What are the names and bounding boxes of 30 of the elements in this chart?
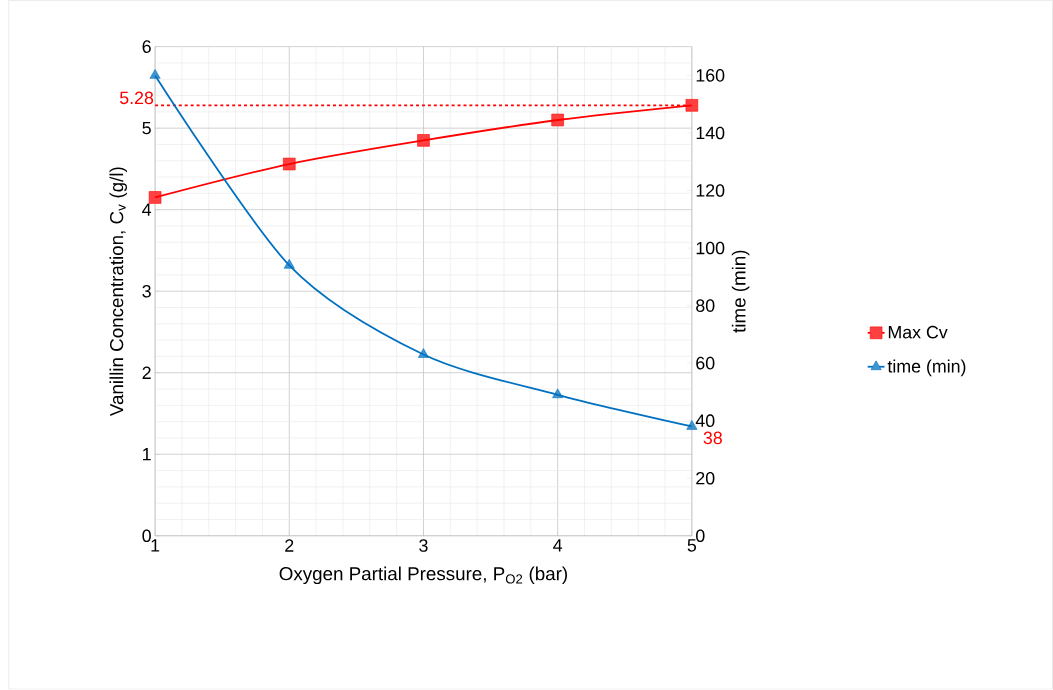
y-tick-label: 5 (142, 122, 151, 135)
x-tick-label: 5 (687, 539, 697, 552)
x-tick-label: 1 (151, 539, 160, 552)
legend-label: time (min) (887, 359, 966, 377)
legend-label: Max Cv (888, 326, 948, 339)
y2-tick-label: 160 (696, 69, 725, 82)
y2-tick-label: 0 (696, 529, 705, 543)
y2-tick-label: 140 (696, 126, 725, 140)
y-tick-label: 0 (142, 529, 151, 543)
x-tick-label: 2 (285, 539, 294, 552)
y2-tick-label: 100 (696, 241, 725, 255)
y-tick-label: 3 (142, 285, 151, 298)
y2-tick-label: 120 (696, 184, 725, 198)
data-label: 38 (703, 431, 722, 445)
x-tick-label: 4 (553, 539, 563, 552)
y2-tick-label: 20 (696, 472, 715, 485)
ref-line-label: 5.28 (119, 91, 154, 105)
point (685, 99, 699, 112)
y-tick-label: 6 (142, 40, 151, 54)
x-tick-label: 3 (419, 539, 428, 553)
y-tick-label: 4 (142, 203, 152, 217)
x-axis-title: Oxygen Partial Pressure, P$_{O2}$ (bar) (279, 566, 567, 585)
y-tick-label: 2 (142, 366, 151, 380)
y-tick-label: 1 (143, 448, 151, 461)
y2-tick-label: 40 (695, 414, 715, 428)
y2-tick-label: 80 (696, 299, 715, 313)
y2-axis-title: time (min) (731, 250, 750, 333)
y-axis-title: Vanillin Concentration, C$_{v}$ (g/l) (109, 167, 127, 417)
y2-tick-label: 60 (696, 357, 715, 370)
point (148, 191, 162, 204)
